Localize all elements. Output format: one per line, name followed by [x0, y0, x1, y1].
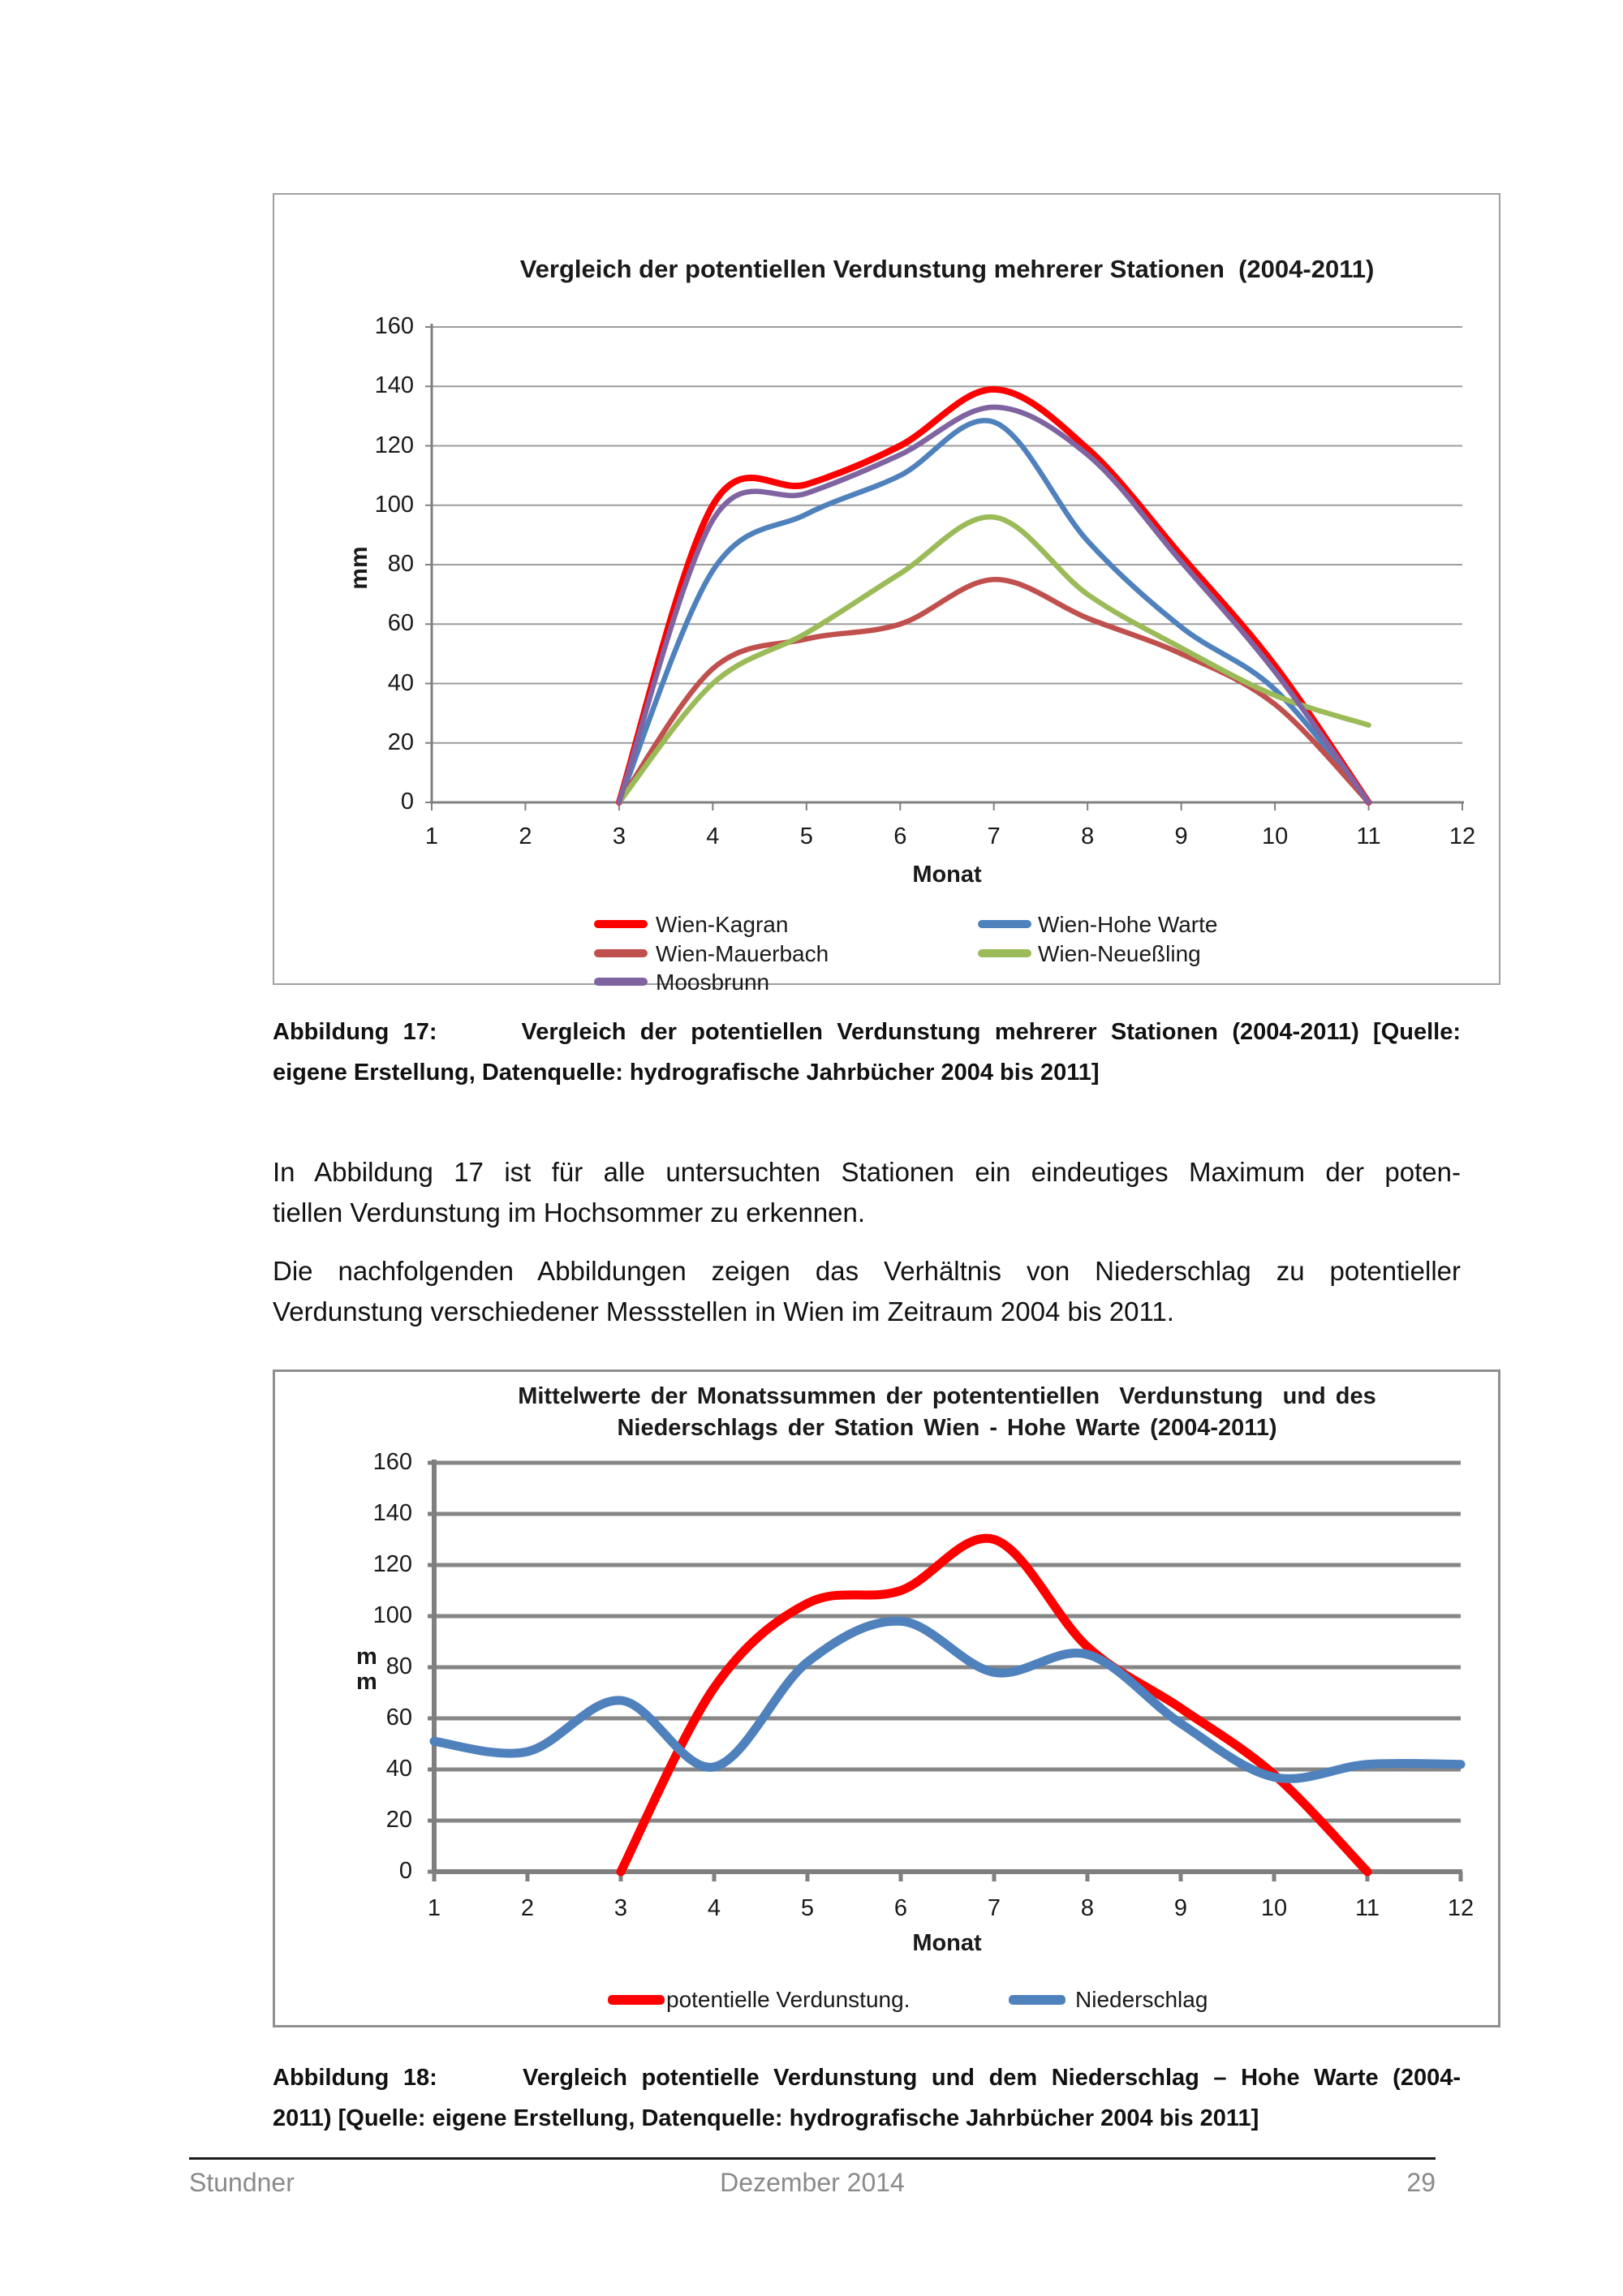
x-tick-label: 5: [800, 1895, 815, 1921]
legend-label: Wien-Mauerbach: [656, 940, 829, 966]
x-tick-label: 6: [893, 1895, 908, 1921]
series-line-Wien-Kagran: [615, 385, 1372, 806]
x-tick-label: 5: [799, 823, 813, 849]
legend-swatch: [594, 920, 648, 928]
caption17-line2: eigene Erstellung, Datenquelle: hydrogra…: [273, 1060, 1100, 1086]
x-tick-label: 1: [427, 1895, 441, 1921]
y-tick-label: 140: [374, 372, 414, 399]
legend-label: Wien-Kagran: [656, 912, 789, 937]
legend-label: Wien-Hohe Warte: [1038, 912, 1218, 937]
x-tick-label: 9: [1173, 1895, 1188, 1921]
paragraph2-line2: Verdunstung verschiedener Messstellen in…: [273, 1296, 1174, 1326]
x-tick-label: 8: [1080, 1895, 1095, 1921]
chart2-x-axis-label: Monat: [912, 1930, 982, 1956]
x-tick-label: 10: [1261, 823, 1289, 849]
chart2-title-line1: Mittelwerte der Monatssummen der potente…: [518, 1383, 1376, 1409]
x-tick-label: 12: [1449, 823, 1476, 849]
y-tick-label: 20: [385, 1807, 412, 1833]
legend-label: Moosbrunn: [656, 970, 770, 995]
footer-author: Stundner: [189, 2168, 295, 2197]
x-tick-label: 11: [1356, 823, 1381, 849]
paragraph2-line1: Die nachfolgenden Abbildungen zeigen das…: [273, 1256, 1461, 1286]
y-tick-label: 60: [385, 1705, 412, 1731]
legend-label: Niederschlag: [1075, 1987, 1208, 2012]
x-tick-label: 8: [1081, 823, 1095, 849]
y-tick-label: 0: [398, 1858, 412, 1884]
footer-date: Dezember 2014: [720, 2168, 905, 2197]
body-paragraph-2: Die nachfolgenden Abbildungen zeigen das…: [273, 1251, 1461, 1332]
x-tick-label: 3: [613, 1895, 628, 1921]
y-tick-label: 120: [374, 432, 414, 458]
paragraph1-line1: In Abbildung 17 ist für alle untersuchte…: [273, 1157, 1461, 1187]
x-tick-label: 2: [520, 1895, 535, 1921]
chart1-plot-canvas: [425, 324, 1464, 810]
legend-label: potentielle Verdunstung.: [666, 1987, 911, 2012]
y-tick-label: 160: [372, 1449, 412, 1475]
footer-page-number: 29: [1406, 2168, 1436, 2197]
series-line-Wien-Hohe Warte: [616, 418, 1371, 806]
series-line-Moosbrunn: [616, 404, 1371, 806]
x-tick-label: 6: [893, 823, 907, 849]
x-tick-label: 11: [1354, 1895, 1380, 1921]
figure-17-chart: Vergleich der potentiellen Verdunstung m…: [273, 193, 1500, 995]
legend-label: Wien-Neueßling: [1038, 940, 1201, 966]
figure-18-caption: Abbildung 18: Vergleich potentielle Verd…: [273, 2057, 1461, 2139]
footer-rule: [189, 2157, 1436, 2160]
x-tick-label: 3: [612, 823, 626, 849]
y-tick-label: 160: [374, 313, 414, 339]
x-tick-label: 12: [1447, 1895, 1474, 1921]
series-line-Wien-Neueßling: [616, 514, 1371, 806]
x-tick-label: 4: [706, 823, 720, 849]
y-tick-label: 100: [374, 491, 414, 518]
legend-swatch: [594, 948, 648, 957]
x-tick-label: 7: [987, 1895, 1001, 1921]
x-tick-label: 2: [519, 823, 532, 849]
chart1-title: Vergleich der potentiellen Verdunstung m…: [519, 255, 1375, 283]
y-tick-label: 140: [372, 1500, 412, 1526]
legend-swatch: [608, 1995, 665, 2005]
x-tick-label: 7: [987, 823, 1001, 849]
chart2-title-line2: Niederschlags der Station Wien - Hohe Wa…: [617, 1415, 1277, 1441]
series-line-potentielle Verdunstung.: [616, 1533, 1372, 1877]
y-tick-label: 40: [387, 669, 414, 696]
x-tick-label: 1: [424, 823, 439, 849]
caption18-line2: 2011) [Quelle: eigene Erstellung, Datenq…: [273, 2105, 1259, 2131]
series-line-Wien-Mauerbach: [616, 577, 1371, 806]
y-tick-label: 80: [387, 551, 414, 577]
y-tick-label: 40: [385, 1756, 412, 1782]
figure-18-chart: Mittelwerte der Monatssummen der potente…: [273, 1369, 1500, 2027]
paragraph1-line2: tiellen Verdunstung im Hochsommer zu erk…: [273, 1197, 866, 1228]
chart2-y-axis-label: mm: [356, 1644, 377, 1695]
x-tick-label: 4: [707, 1895, 721, 1921]
x-tick-label: 10: [1260, 1895, 1288, 1921]
figure-17-caption: Abbildung 17: Vergleich der potentiellen…: [273, 1012, 1461, 1093]
chart1-x-axis-label: Monat: [912, 862, 982, 888]
y-tick-label: 120: [372, 1551, 412, 1577]
y-tick-label: 100: [372, 1602, 412, 1628]
x-tick-label: 9: [1174, 823, 1188, 849]
y-tick-label: 20: [387, 729, 414, 755]
legend-swatch: [1009, 1995, 1065, 2005]
y-tick-label: 60: [387, 610, 414, 637]
legend-swatch: [978, 948, 1031, 957]
body-paragraph-1: In Abbildung 17 ist für alle untersuchte…: [273, 1152, 1461, 1233]
legend-swatch: [594, 978, 648, 986]
y-tick-label: 80: [385, 1653, 412, 1679]
caption17-line1: Abbildung 17: Vergleich der potentiellen…: [273, 1019, 1461, 1045]
series-line-Niederschlag: [429, 1616, 1466, 1783]
y-tick-label: 0: [400, 789, 414, 815]
legend-swatch: [978, 920, 1031, 928]
caption18-line1: Abbildung 18: Vergleich potentielle Verd…: [273, 2065, 1461, 2091]
chart2-plot-canvas: [428, 1460, 1466, 1881]
